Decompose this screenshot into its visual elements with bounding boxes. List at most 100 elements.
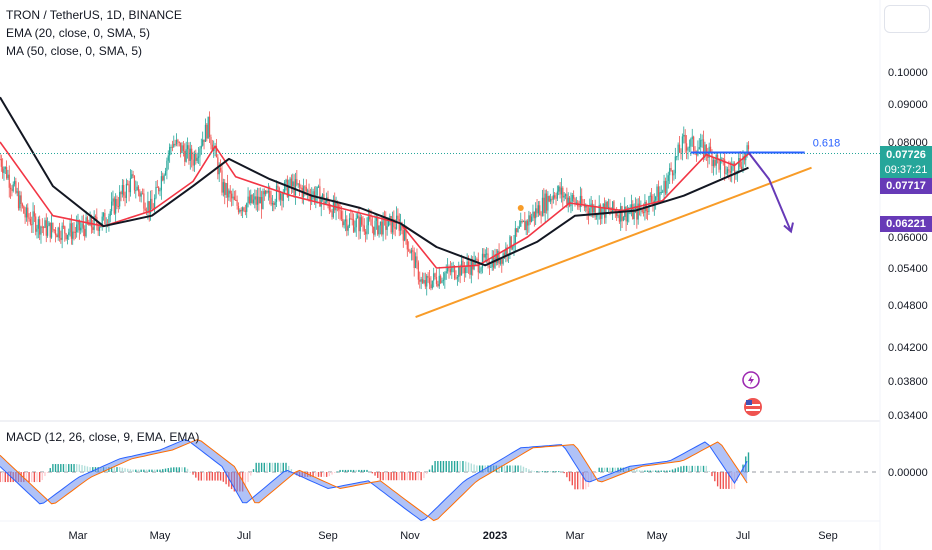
macd-layer: [0, 439, 880, 522]
candle-body: [359, 217, 361, 232]
candle-body: [29, 219, 32, 225]
candle-body: [86, 217, 89, 223]
macd-histogram-bar: [395, 472, 398, 481]
candle-body: [12, 184, 14, 191]
candle-body: [628, 212, 630, 214]
candle-body: [740, 166, 743, 170]
candle-body: [541, 197, 544, 216]
projection-arrow: [747, 151, 792, 232]
flash-icon[interactable]: [742, 371, 760, 389]
macd-line: [0, 439, 748, 522]
candle-body: [80, 227, 82, 231]
macd-histogram-bar: [148, 469, 150, 472]
macd-histogram-bar: [393, 472, 395, 481]
candle-body: [158, 187, 160, 192]
macd-histogram-bar: [636, 469, 638, 472]
candle-body: [711, 152, 713, 167]
candle-body: [186, 145, 189, 150]
ma-price-tag: 0.06221: [880, 216, 932, 232]
candle-body: [704, 144, 706, 157]
candle-body: [351, 218, 353, 220]
candle-body: [394, 227, 396, 229]
macd-histogram-bar: [65, 464, 67, 472]
candle-body: [32, 211, 34, 225]
macd-histogram-bar: [334, 472, 336, 474]
macd-histogram-bar: [116, 467, 118, 472]
candle-body: [564, 194, 567, 196]
candle-body: [244, 210, 246, 212]
us-flag-icon[interactable]: [744, 398, 762, 416]
candle-body: [101, 216, 103, 226]
candle-body: [362, 224, 364, 226]
ema-legend[interactable]: EMA (20, close, 0, SMA, 5): [6, 26, 151, 40]
candle-body: [31, 224, 33, 226]
candle-body: [363, 225, 365, 232]
candle-body: [610, 211, 612, 213]
candle-body: [288, 185, 290, 197]
candle-body: [529, 215, 531, 222]
candle-body: [49, 222, 51, 238]
candle-body: [683, 134, 685, 137]
macd-legend[interactable]: MACD (12, 26, close, 9, EMA, EMA): [6, 430, 200, 444]
candle-body: [433, 273, 435, 281]
macd-histogram-bar: [517, 465, 519, 472]
candle-body: [13, 181, 16, 185]
candle-body: [132, 174, 134, 176]
candle-body: [23, 206, 25, 214]
macd-histogram-bar: [44, 472, 46, 477]
candle-body: [343, 221, 345, 226]
candle-body: [164, 171, 167, 175]
macd-histogram-bar: [417, 472, 420, 481]
macd-histogram-bar: [503, 465, 506, 472]
macd-histogram-bar: [617, 467, 619, 472]
macd-histogram-bar: [478, 465, 481, 472]
candle-body: [160, 176, 162, 191]
candle-body: [237, 205, 240, 213]
candle-body: [621, 206, 623, 221]
axes-layer: 0.100000.090000.080000.060000.054000.048…: [69, 67, 928, 542]
candle-body: [587, 211, 590, 215]
candle-body: [664, 180, 667, 194]
candle-body: [374, 220, 376, 235]
candle-body: [135, 190, 137, 192]
candle-body: [693, 136, 695, 151]
candle-body: [254, 196, 256, 200]
candle-body: [128, 184, 130, 193]
candle-body: [681, 136, 683, 153]
candle-body: [581, 195, 583, 205]
candle-body: [265, 190, 267, 195]
chart-settings-button[interactable]: [884, 5, 930, 33]
candle-body: [354, 227, 356, 232]
candle-body: [93, 216, 95, 230]
symbol-legend[interactable]: TRON / TetherUS, 1D, BINANCE: [6, 8, 182, 22]
macd-histogram-bar: [547, 471, 549, 473]
candle-body: [571, 194, 573, 202]
macd-histogram-bar: [401, 472, 403, 481]
candle-body: [109, 211, 111, 217]
macd-histogram-bar: [1, 472, 4, 483]
candle-body: [625, 206, 627, 222]
macd-histogram-bar: [434, 461, 436, 472]
candle-body: [444, 273, 446, 280]
macd-histogram-bar: [60, 464, 62, 472]
candle-body: [166, 160, 168, 172]
macd-histogram-bar: [78, 464, 81, 472]
macd-histogram-bar: [533, 471, 536, 473]
candle-body: [195, 154, 197, 161]
candle-body: [308, 190, 310, 197]
ma-legend[interactable]: MA (50, close, 0, SMA, 5): [6, 44, 143, 58]
candle-body: [593, 206, 595, 213]
macd-histogram-bar: [382, 472, 384, 481]
macd-histogram-bar: [374, 472, 376, 476]
macd-histogram-bar: [33, 472, 36, 483]
candle-body: [232, 196, 234, 199]
macd-histogram-bar: [412, 472, 414, 481]
candle-body: [36, 228, 38, 232]
macd-histogram-bar: [541, 471, 544, 473]
macd-histogram-bar: [652, 470, 654, 472]
macd-histogram-bar: [603, 467, 606, 472]
candle-body: [136, 186, 138, 191]
macd-histogram-bar: [428, 469, 431, 472]
